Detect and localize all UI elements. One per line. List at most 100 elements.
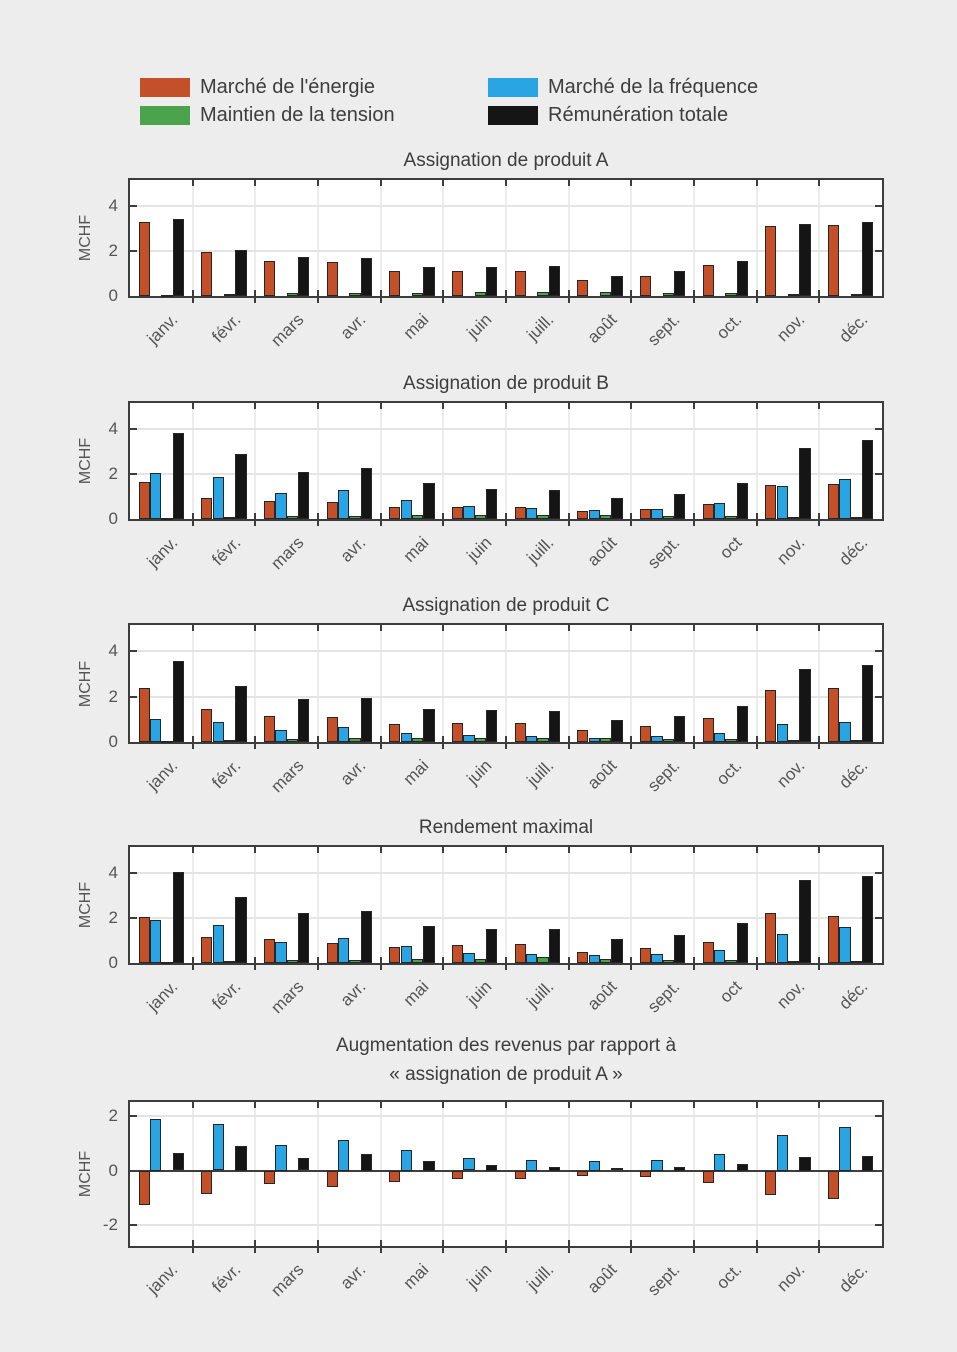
tick-mark-right [875, 871, 882, 874]
bar-r-mun-ration-totale [611, 939, 623, 963]
gridline-vertical [192, 180, 194, 296]
tick-mark-bottom-inner [756, 1240, 758, 1246]
legend-item-maintien-tension: Maintien de la tension [140, 104, 395, 126]
x-tick-label: avr. [336, 1260, 370, 1293]
bar-r-mun-ration-totale [736, 261, 749, 296]
bar-march-de-la-fr-quence [776, 723, 788, 742]
tick-mark-top [630, 403, 632, 409]
x-tick-label: févr. [208, 977, 245, 1014]
tick-mark-bottom-outer [317, 744, 319, 749]
bar-march-de-la-fr-quence [212, 924, 224, 963]
bar-maintien-de-la-tension [850, 516, 863, 519]
tick-mark-bottom-outer [505, 521, 507, 526]
tick-mark-bottom-outer [254, 298, 256, 303]
bar-r-mun-ration-totale [674, 494, 686, 519]
tick-mark-top [380, 625, 382, 631]
gridline-vertical [254, 1102, 256, 1246]
bar-r-mun-ration-totale [172, 433, 185, 519]
bar-march-de-la-fr-quence [337, 1140, 350, 1171]
tick-mark-bottom-inner [818, 1240, 820, 1246]
tick-mark-bottom-outer [192, 521, 194, 526]
bar-march-de-l-nergie [326, 717, 338, 742]
tick-mark-bottom-outer [505, 298, 507, 303]
x-tick-label: janv. [143, 310, 182, 348]
x-tick-label: avr. [336, 533, 370, 566]
tick-mark-bottom-outer [442, 744, 444, 749]
gridline-vertical [505, 180, 507, 296]
bar-maintien-de-la-tension [224, 961, 236, 964]
bar-maintien-de-la-tension [788, 960, 800, 963]
bar-maintien-de-la-tension [474, 291, 487, 296]
x-tick-label: mars [266, 756, 308, 797]
tick-mark-right [875, 249, 882, 252]
tick-mark-bottom-outer [630, 965, 632, 970]
legend-swatch-totale [488, 105, 538, 125]
tick-mark-bottom-outer [568, 965, 570, 970]
bar-maintien-de-la-tension [725, 293, 737, 296]
tick-mark-bottom-inner [317, 736, 319, 742]
tick-mark-bottom-inner [317, 513, 319, 519]
bar-maintien-de-la-tension [600, 737, 612, 742]
bar-march-de-l-nergie [702, 718, 714, 742]
gridline-vertical [630, 403, 632, 519]
tick-mark-right [875, 427, 882, 430]
x-tick-label: févr. [208, 1260, 245, 1297]
y-tick-label: 0 [108, 953, 118, 972]
x-tick-label: juin [462, 977, 496, 1010]
bar-r-mun-ration-totale [486, 1165, 498, 1171]
tick-mark-top [568, 847, 570, 853]
bar-r-mun-ration-totale [548, 1166, 561, 1171]
bar-march-de-l-nergie [451, 271, 464, 296]
tick-mark-top [693, 403, 695, 409]
tick-mark-right [875, 1114, 882, 1117]
tick-mark-top [317, 180, 319, 186]
x-tick-label: nov. [773, 310, 809, 346]
bar-march-de-l-nergie [263, 939, 276, 963]
tick-mark-bottom-outer [630, 521, 632, 526]
legend-item-marche-frequence: Marché de la fréquence [488, 76, 758, 98]
tick-mark-bottom-outer [192, 744, 194, 749]
bar-march-de-l-nergie [765, 226, 777, 296]
x-tick-label: janv. [143, 977, 182, 1015]
gridline-vertical [505, 847, 507, 963]
bar-maintien-de-la-tension [850, 960, 863, 963]
tick-mark-top [380, 180, 382, 186]
tick-mark-top [317, 403, 319, 409]
tick-mark-bottom-outer [254, 1248, 256, 1253]
plot-inner [130, 180, 882, 297]
bar-maintien-de-la-tension [662, 959, 675, 963]
tick-mark-top [693, 625, 695, 631]
bar-march-de-la-fr-quence [275, 493, 287, 519]
bar-maintien-de-la-tension [600, 514, 612, 519]
x-tick-label: déc. [834, 533, 872, 570]
bar-maintien-de-la-tension [161, 517, 173, 520]
bar-r-mun-ration-totale [486, 266, 498, 296]
gridline-vertical [818, 625, 820, 742]
bar-maintien-de-la-tension [788, 293, 800, 296]
tick-mark-bottom-inner [317, 1240, 319, 1246]
tick-mark-bottom-outer [317, 521, 319, 526]
gridline-vertical [505, 1102, 507, 1246]
bar-r-mun-ration-totale [548, 711, 561, 742]
bar-r-mun-ration-totale [423, 709, 435, 742]
gridline-vertical [505, 403, 507, 519]
bar-maintien-de-la-tension [286, 739, 299, 742]
gridline-horizontal [130, 1114, 882, 1117]
tick-mark-bottom-inner [693, 290, 695, 296]
bar-r-mun-ration-totale [298, 471, 310, 519]
tick-mark-top [693, 1102, 695, 1108]
tick-mark-bottom-outer [693, 521, 695, 526]
tick-mark-top [192, 1102, 194, 1108]
tick-mark-top [442, 1102, 444, 1108]
tick-mark-bottom-outer [317, 965, 319, 970]
gridline-vertical [442, 180, 444, 296]
y-tick-label: 4 [108, 641, 118, 661]
gridline-vertical [630, 1102, 632, 1246]
y-axis-title: MCHF [77, 437, 94, 485]
tick-mark-bottom-inner [442, 1240, 444, 1246]
tick-mark-top [818, 1102, 820, 1108]
bar-maintien-de-la-tension [286, 960, 299, 963]
tick-mark-bottom-inner [630, 1240, 632, 1246]
tick-mark-bottom-outer [380, 521, 382, 526]
